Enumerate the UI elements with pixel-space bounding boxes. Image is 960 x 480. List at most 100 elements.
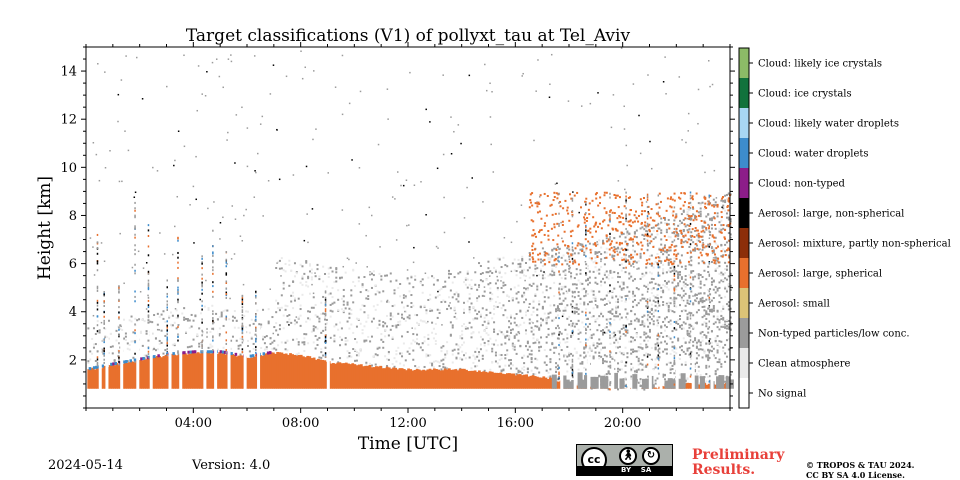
particle-pixel [594, 319, 597, 322]
profile-column-pixel [673, 347, 676, 350]
particle-pixel [442, 286, 445, 289]
particle-pixel [637, 288, 640, 291]
profile-column-pixel [558, 352, 560, 355]
particle-pixel [598, 351, 601, 354]
particle-pixel [611, 357, 614, 360]
particle-pixel [568, 315, 571, 318]
particle-pixel [324, 316, 327, 319]
particle-pixel [224, 317, 227, 320]
aerosol-layer-column [557, 381, 561, 389]
particle-pixel [583, 325, 586, 328]
particle-pixel [183, 307, 186, 310]
particle-pixel [725, 303, 728, 306]
upper-aerosol-pixel [591, 199, 594, 202]
particle-pixel [652, 266, 655, 269]
particle-pixel [541, 307, 544, 310]
profile-column-pixel [134, 253, 136, 256]
profile-column-pixel [609, 321, 611, 324]
particle-pixel [491, 317, 494, 320]
aerosol-layer-column [518, 374, 522, 389]
particle-pixel [679, 353, 682, 356]
data-gap [168, 326, 172, 408]
particle-pixel [600, 265, 603, 268]
upper-aerosol-pixel [583, 218, 586, 221]
particle-pixel [570, 323, 573, 326]
upper-aerosol-pixel [702, 229, 705, 232]
upper-aerosol-pixel [720, 216, 723, 219]
particle-pixel [384, 355, 387, 358]
particle-pixel [378, 291, 381, 294]
particle-pixel [716, 361, 719, 364]
particle-pixel [673, 267, 676, 270]
particle-pixel [301, 277, 304, 280]
profile-column-pixel [673, 289, 676, 292]
particle-pixel [682, 327, 685, 330]
particle-pixel [541, 305, 544, 308]
particle-pixel [658, 256, 661, 259]
particle-pixel [316, 343, 319, 346]
particle-pixel [432, 283, 435, 286]
profile-column-pixel [201, 321, 203, 324]
upper-aerosol-pixel [605, 256, 608, 259]
scatter-pixel [594, 304, 597, 306]
particle-pixel [573, 283, 576, 286]
particle-pixel [145, 332, 148, 335]
aerosol-layer-column [480, 371, 483, 389]
particle-pixel [573, 322, 576, 325]
particle-pixel [436, 316, 439, 319]
particle-pixel [694, 248, 697, 251]
particle-pixel [607, 379, 610, 382]
particle-pixel [652, 311, 655, 314]
particle-pixel [602, 329, 605, 332]
particle-pixel [316, 263, 319, 266]
scatter-pixel [351, 159, 353, 161]
particle-pixel [724, 201, 727, 204]
particle-pixel [357, 318, 360, 321]
particle-pixel [686, 313, 689, 316]
profile-column-pixel [657, 322, 660, 325]
aerosol-layer-column [233, 354, 237, 389]
particle-pixel [643, 314, 646, 317]
particle-pixel [412, 286, 415, 289]
particle-pixel [725, 318, 728, 321]
particle-pixel [346, 350, 349, 353]
particle-pixel [292, 307, 295, 310]
profile-column-pixel [241, 309, 244, 312]
particle-pixel [562, 338, 565, 341]
upper-aerosol-pixel [695, 210, 698, 213]
particle-pixel [504, 272, 507, 275]
scatter-pixel [348, 102, 351, 105]
particle-pixel [709, 375, 712, 378]
particle-pixel [389, 272, 392, 275]
particle-pixel [684, 278, 687, 281]
scatter-pixel [532, 322, 534, 324]
scatter-pixel [406, 269, 409, 271]
aerosol-layer-column [342, 363, 346, 389]
particle-pixel [470, 287, 473, 290]
particle-pixel [718, 358, 721, 361]
particle-pixel [662, 350, 665, 353]
particle-pixel [173, 321, 176, 324]
particle-pixel [617, 246, 620, 249]
particle-pixel [701, 225, 704, 228]
particle-pixel [697, 365, 700, 368]
aerosol-layer-column [473, 370, 477, 389]
scatter-pixel [435, 245, 438, 248]
particle-pixel [461, 337, 464, 340]
scatter-pixel [379, 246, 381, 248]
particle-pixel [434, 339, 437, 342]
particle-pixel [553, 295, 556, 298]
particle-pixel [714, 262, 717, 265]
particle-pixel [632, 290, 635, 293]
profile-column-pixel [708, 341, 711, 344]
particle-pixel [549, 258, 552, 261]
profile-column-pixel [241, 338, 244, 341]
profile-column-pixel [646, 193, 649, 196]
particle-pixel [603, 354, 606, 357]
particle-pixel [588, 270, 591, 273]
particle-pixel [466, 327, 469, 330]
particle-pixel [513, 317, 516, 320]
profile-column-pixel [177, 300, 179, 303]
particle-pixel [526, 342, 529, 345]
particle-pixel [397, 312, 400, 315]
